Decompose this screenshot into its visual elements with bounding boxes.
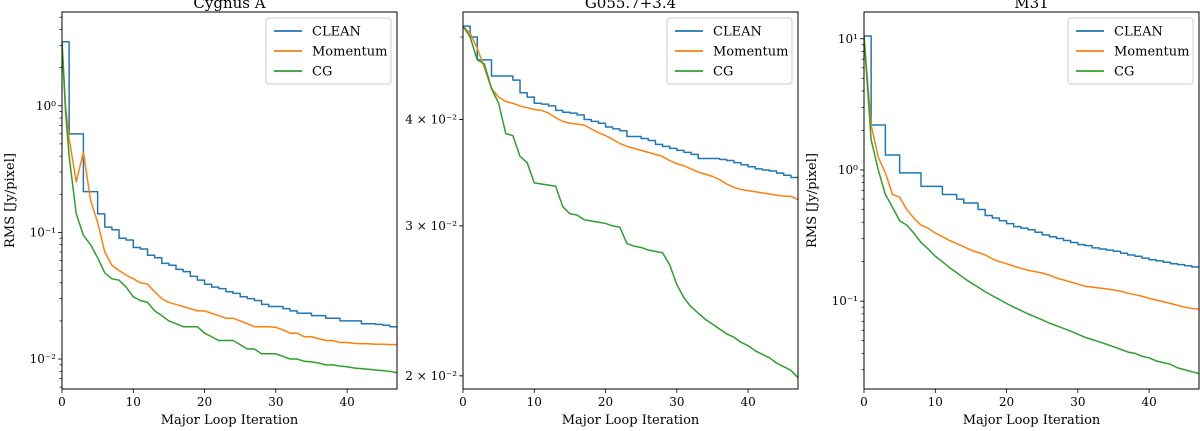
x-tick-label: 10 <box>527 395 542 409</box>
legend-label-cg: CG <box>713 65 733 80</box>
x-tick-label: 40 <box>740 395 755 409</box>
chart-title: Cygnus A <box>193 0 265 12</box>
legend-label-momentum: Momentum <box>312 45 387 60</box>
series-line-clean <box>864 35 1199 268</box>
y-axis-label: RMS [Jy/pixel] <box>3 153 18 248</box>
y-tick-label: 2 × 10⁻² <box>405 369 457 383</box>
x-axis-label: Major Loop Iteration <box>161 413 299 428</box>
y-tick-label: 10⁻² <box>30 352 57 366</box>
chart-title: M31 <box>1014 0 1048 12</box>
x-tick-label: 20 <box>197 395 212 409</box>
legend-label-clean: CLEAN <box>312 25 361 40</box>
x-tick-label: 10 <box>126 395 141 409</box>
legend: CLEAN Momentum CG <box>265 17 392 85</box>
axes-frame <box>863 11 1200 390</box>
y-tick-label: 10⁻¹ <box>832 294 858 308</box>
series-line-cg <box>864 35 1199 375</box>
series-line-clean <box>62 41 397 328</box>
axes-frame <box>462 11 799 390</box>
y-tick-label: 10¹ <box>838 32 858 46</box>
legend-label-cg: CG <box>312 65 332 80</box>
legend-box <box>1067 17 1194 85</box>
y-tick-label: 10⁰ <box>36 99 56 113</box>
y-tick-label: 10⁻¹ <box>30 225 56 239</box>
y-axis-label: RMS [Jy/pixel] <box>805 153 820 248</box>
x-axis-label: Major Loop Iteration <box>963 413 1101 428</box>
x-tick-label: 40 <box>1141 395 1156 409</box>
legend-label-clean: CLEAN <box>713 25 762 40</box>
x-tick-label: 20 <box>598 395 613 409</box>
chart-panel-1: 0 10 20 30 40 10⁰ 10⁻¹ 10⁻² Cygnus A Major Loop I… <box>3 0 398 428</box>
chart-panel-2: 0 10 20 30 40 4 × 10⁻² 3 × 10⁻² 2 × 10⁻² G055.7+… <box>405 0 799 428</box>
chart-title: G055.7+3.4 <box>585 0 676 12</box>
x-tick-label: 0 <box>459 395 467 409</box>
legend-box <box>265 17 392 85</box>
series-line-cg <box>62 41 397 374</box>
legend-label-momentum: Momentum <box>1114 45 1189 60</box>
legend-label-momentum: Momentum <box>713 45 788 60</box>
legend-box <box>666 17 793 85</box>
series-line-momentum <box>62 41 397 346</box>
x-tick-label: 10 <box>928 395 943 409</box>
x-tick-label: 30 <box>268 395 283 409</box>
legend-label-cg: CG <box>1114 65 1134 80</box>
y-tick-label: 4 × 10⁻² <box>405 113 457 127</box>
legend: CLEAN Momentum CG <box>1067 17 1194 85</box>
y-tick-label: 3 × 10⁻² <box>405 219 457 233</box>
x-tick-label: 30 <box>1070 395 1085 409</box>
series-line-momentum <box>864 35 1199 310</box>
x-tick-label: 0 <box>860 395 868 409</box>
legend: CLEAN Momentum CG <box>666 17 793 85</box>
x-tick-label: 20 <box>999 395 1014 409</box>
series-line-momentum <box>463 25 798 201</box>
series-group <box>864 35 1199 375</box>
series-group <box>463 25 798 379</box>
axes-frame <box>61 11 398 390</box>
series-line-clean <box>463 25 798 179</box>
x-axis-label: Major Loop Iteration <box>562 413 700 428</box>
x-tick-label: 30 <box>669 395 684 409</box>
chart-panel-3: 0 10 20 30 40 10¹ 10⁰ 10⁻¹ M31 Major Loop Iterati… <box>805 0 1200 428</box>
y-tick-label: 10⁰ <box>838 163 858 177</box>
x-tick-label: 0 <box>58 395 66 409</box>
legend-label-clean: CLEAN <box>1114 25 1163 40</box>
series-group <box>62 41 397 374</box>
x-tick-label: 40 <box>339 395 354 409</box>
series-line-cg <box>463 25 798 379</box>
